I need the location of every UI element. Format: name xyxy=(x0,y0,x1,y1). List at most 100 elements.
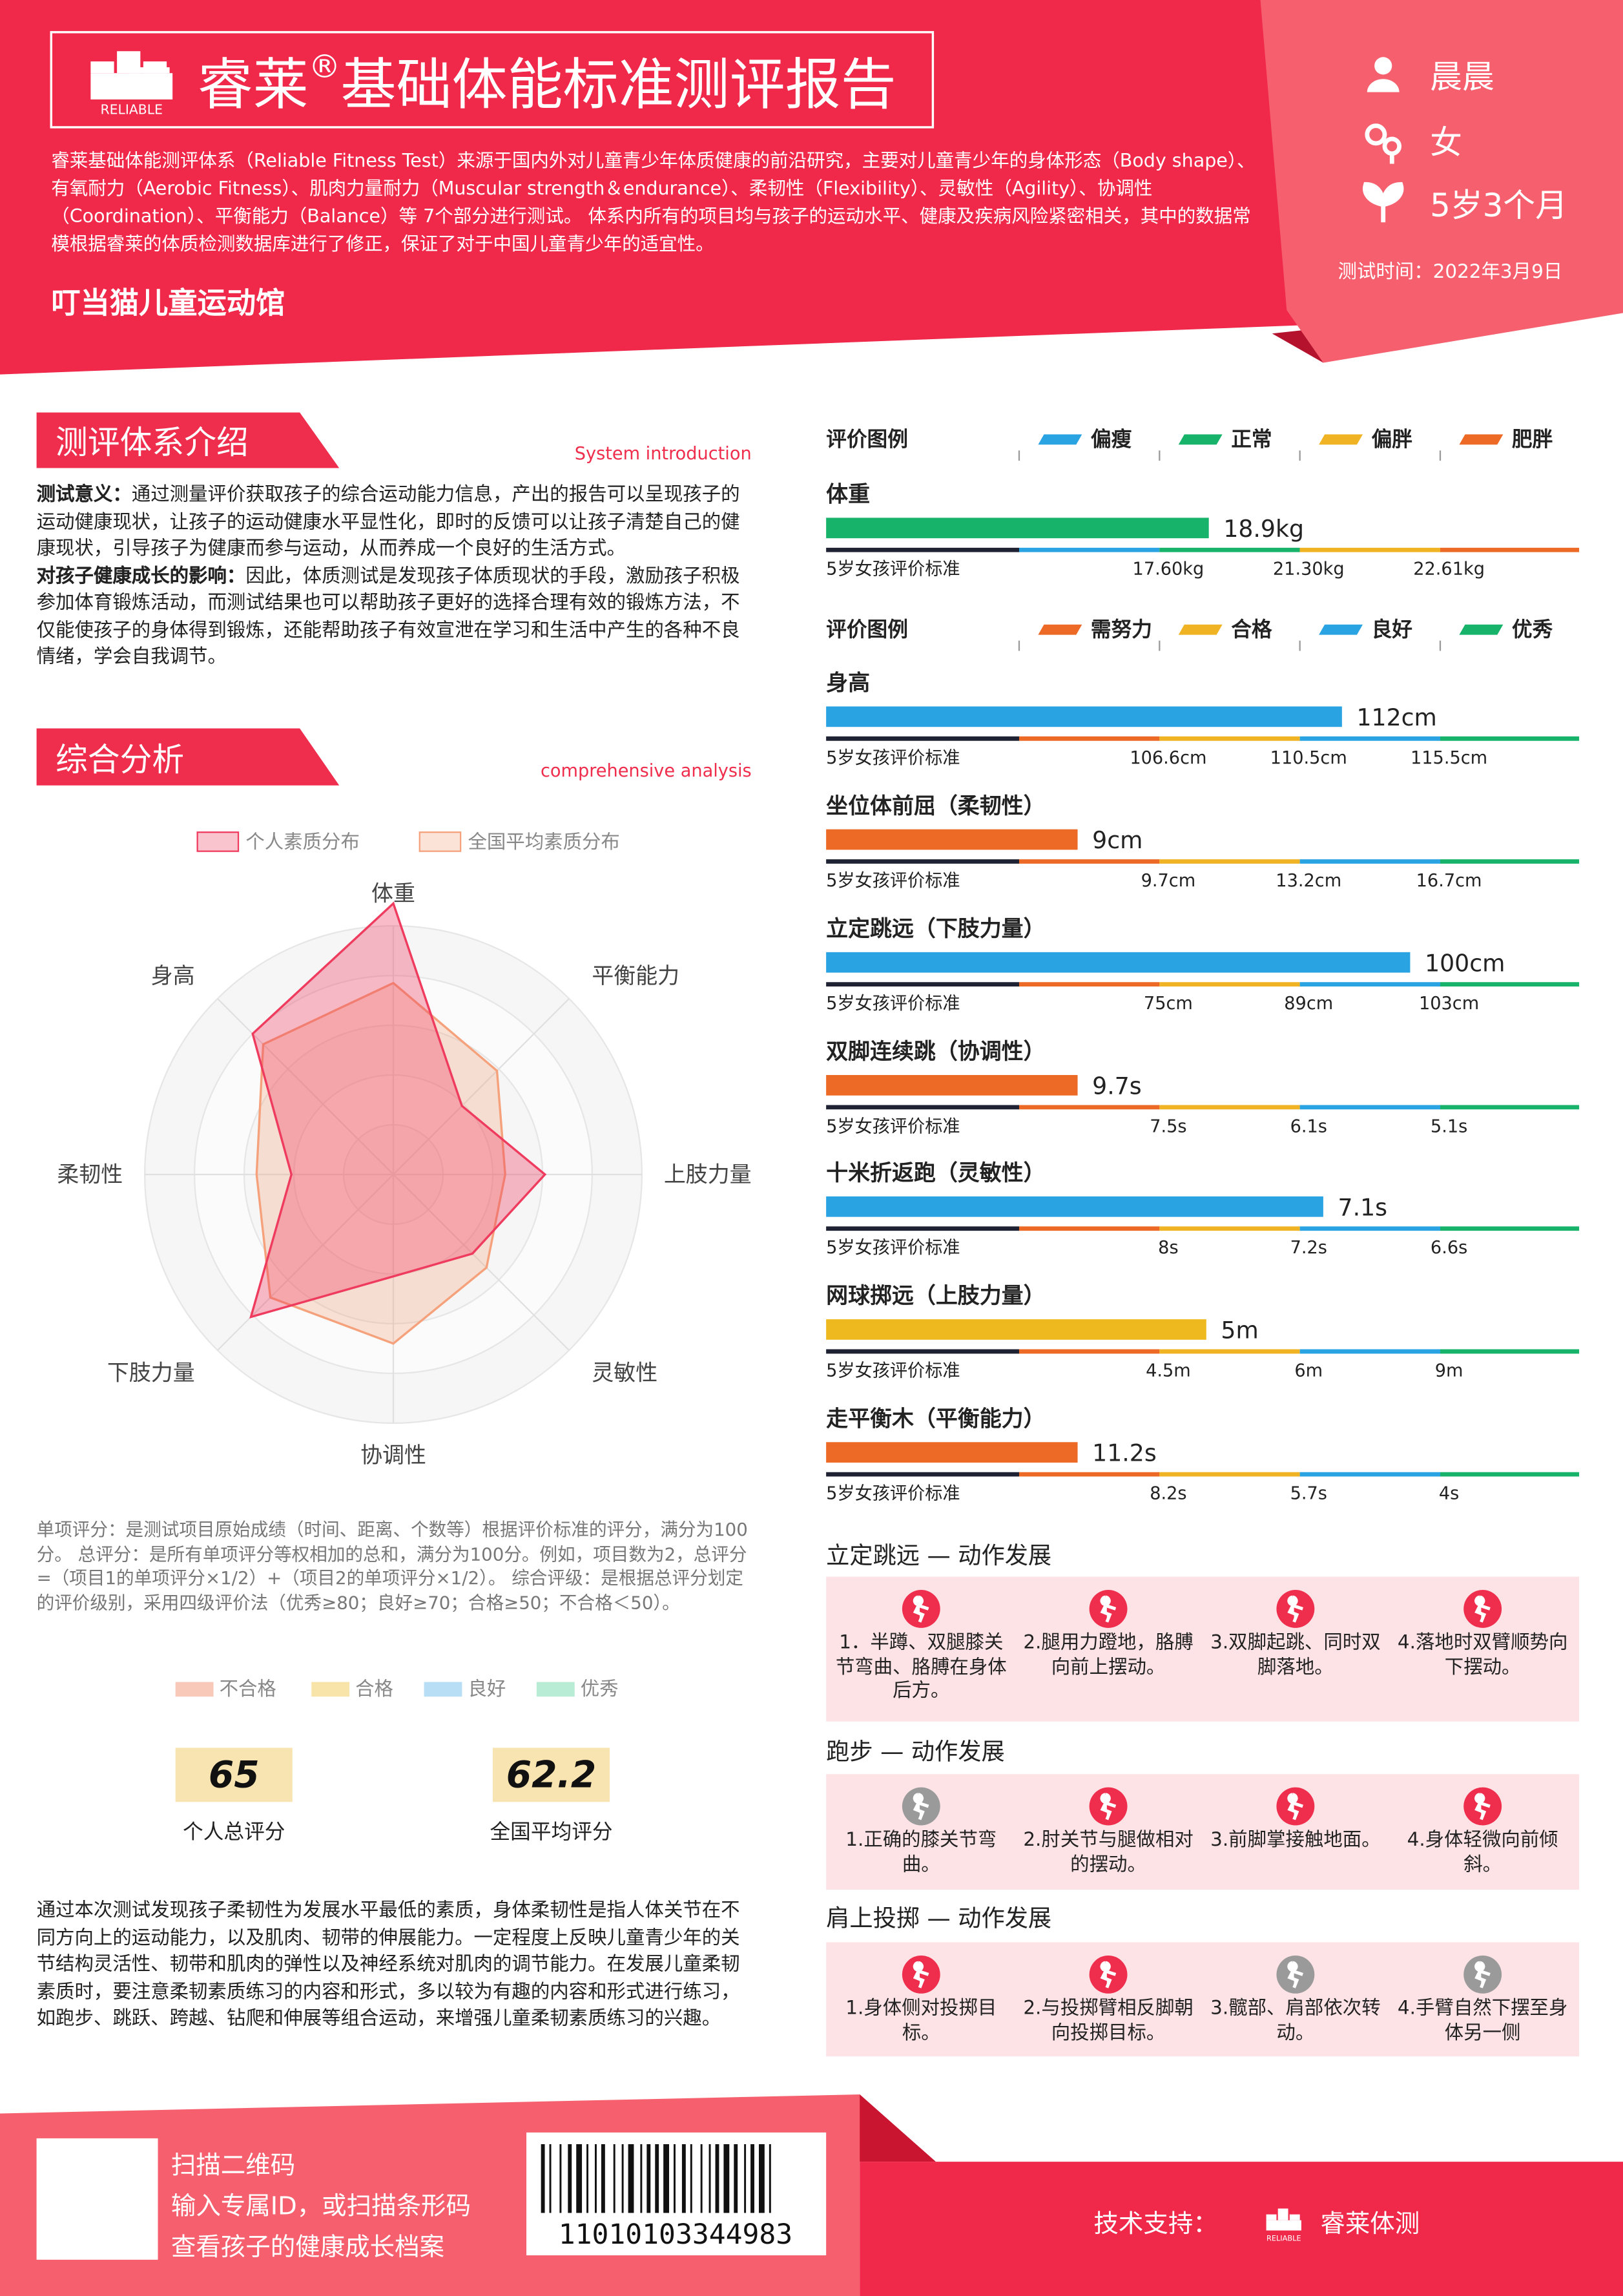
legend-label: 正常 xyxy=(1231,428,1272,452)
threshold-label: 5.1s xyxy=(1431,1116,1467,1136)
motion-box xyxy=(826,1576,1580,1722)
threshold-label: 21.30kg xyxy=(1273,559,1345,579)
metric-name: 坐位体前屈（柔韧性） xyxy=(826,793,1045,819)
intro-paragraph: 睿莱基础体能测评体系（Reliable Fitness Test）来源于国内外对… xyxy=(51,149,1256,255)
section-title: 测评体系介绍 xyxy=(56,424,249,461)
standard-label: 5岁女孩评价标准 xyxy=(826,748,960,768)
legend-label: 肥胖 xyxy=(1512,428,1553,452)
legend-swatch xyxy=(1459,434,1504,445)
small-logo-text: RELIABLE xyxy=(1266,2234,1301,2242)
radar-label: 柔韧性 xyxy=(57,1162,123,1187)
threshold-label: 9.7cm xyxy=(1141,871,1196,891)
footer-bg-right xyxy=(860,2162,1623,2296)
metric-name: 身高 xyxy=(826,671,870,696)
child-name: 晨晨 xyxy=(1430,58,1494,96)
barcode-bar xyxy=(663,2144,669,2213)
motion-figure xyxy=(1474,1595,1491,1623)
standard-label: 5岁女孩评价标准 xyxy=(826,1484,960,1504)
metric-value: 100cm xyxy=(1425,949,1505,977)
motion-step: 4.落地时双臂顺势向下摆动。 xyxy=(1395,1633,1571,1681)
barcode-bar xyxy=(640,2144,643,2213)
motion-step-body: 1.正确的膝关节弯曲。 xyxy=(833,1830,1009,1878)
metric-name: 走平衡木（平衡能力） xyxy=(826,1406,1045,1432)
legend-label: 需努力 xyxy=(1091,618,1152,642)
logo xyxy=(90,51,173,99)
motion-figure xyxy=(1100,1595,1117,1623)
metric-bar xyxy=(826,1196,1323,1217)
metric-bar xyxy=(826,517,1209,539)
motion-step-body: 1．半蹲、双腿膝关节弯曲、胳膊在身体后方。 xyxy=(833,1633,1009,1705)
score-label: 全国平均评分 xyxy=(490,1821,612,1844)
motion-icon xyxy=(902,1589,940,1628)
motion-figure xyxy=(1287,1595,1303,1623)
child-age: 5岁3个月 xyxy=(1430,187,1567,224)
barcode-bar xyxy=(708,2144,711,2213)
metric-name: 十米折返跑（灵敏性） xyxy=(826,1160,1045,1186)
motion-step: 2.与投掷臂相反脚朝向投掷目标。 xyxy=(1023,1998,1194,2044)
radar-label: 上肢力量 xyxy=(664,1162,752,1187)
motion-step-body: 1.身体侧对投掷目标。 xyxy=(833,1998,1009,2047)
threshold-label: 6.6s xyxy=(1431,1238,1467,1258)
threshold-label: 8.2s xyxy=(1150,1484,1186,1504)
threshold-label: 13.2cm xyxy=(1276,871,1341,891)
intro-paragraphs-body: 测试意义：通过测量评价获取孩子的综合运动能力信息，产出的报告可以呈现孩子的运动健… xyxy=(37,483,753,672)
barcode-bar xyxy=(655,2144,659,2213)
motion-step-body: 4.落地时双臂顺势向下摆动。 xyxy=(1395,1633,1571,1681)
section-title: 综合分析 xyxy=(56,741,184,778)
legend-label: 个人素质分布 xyxy=(245,831,360,853)
metric-value: 9.7s xyxy=(1092,1072,1141,1100)
metric-bar xyxy=(826,1075,1078,1096)
threshold-label: 6m xyxy=(1294,1361,1323,1381)
step-text: 4.手臂自然下摆至身体另一侧 xyxy=(1397,1998,1568,2044)
barcode-bar xyxy=(681,2144,686,2213)
radar-label: 下肢力量 xyxy=(107,1361,195,1386)
barcode-bar xyxy=(549,2144,552,2213)
motion-figure xyxy=(1474,1793,1491,1821)
motion-figure xyxy=(913,1793,929,1821)
threshold-label: 7.5s xyxy=(1150,1116,1186,1136)
score-value: 62.2 xyxy=(506,1754,597,1797)
step-text: 1.身体侧对投掷目标。 xyxy=(845,1998,997,2044)
metric-bar xyxy=(826,1319,1206,1340)
barcode-bar xyxy=(758,2144,765,2213)
metric-bar xyxy=(826,829,1078,850)
profile-icons xyxy=(1363,57,1404,223)
threshold-label: 8s xyxy=(1158,1238,1178,1258)
venue: 叮当猫儿童运动馆 xyxy=(51,286,285,320)
metric-name: 体重 xyxy=(826,482,870,508)
intro-text: 睿莱基础体能测评体系（Reliable Fitness Test）来源于国内外对… xyxy=(51,149,1256,255)
motion-step-body: 2.肘关节与腿做相对的摆动。 xyxy=(1020,1830,1196,1878)
motion-step: 1．半蹲、双腿膝关节弯曲、胳膊在身体后方。 xyxy=(833,1633,1009,1705)
standard-label: 5岁女孩评价标准 xyxy=(826,994,960,1014)
score-note: 单项评分：是测试项目原始成绩（时间、距离、个数等）根据评价标准的评分，满分为10… xyxy=(37,1519,748,1612)
paragraph-text: 因此，体质测试是发现孩子体质现状的手段，激励孩子积极参加体育锻炼活动，而测试结果… xyxy=(36,565,740,669)
motion-figure xyxy=(913,1961,929,1988)
footer-fold xyxy=(860,2094,936,2162)
threshold-label: 9m xyxy=(1435,1361,1463,1381)
motion-icon xyxy=(902,1787,940,1826)
threshold-label: 110.5cm xyxy=(1270,748,1347,768)
score-box xyxy=(175,1748,293,1802)
standard-label: 5岁女孩评价标准 xyxy=(826,1238,960,1258)
child-gender: 女 xyxy=(1430,124,1462,162)
support-name: 睿莱体测 xyxy=(1320,2209,1420,2239)
motion-figure xyxy=(913,1595,929,1623)
legend-label: 偏瘦 xyxy=(1091,428,1132,452)
metric-value: 112cm xyxy=(1357,704,1437,731)
barcode-number: 11010103344983 xyxy=(559,2218,792,2251)
score-box xyxy=(492,1748,610,1802)
motion-title: 肩上投掷 — 动作发展 xyxy=(826,1905,1051,1932)
barcode-bar xyxy=(568,2144,572,2213)
qr-line: 输入专属ID，或扫描条形码 xyxy=(171,2192,471,2221)
title-reg: ® xyxy=(309,48,341,85)
threshold-label: 5.7s xyxy=(1290,1484,1327,1504)
motion-icon xyxy=(1463,1787,1502,1826)
motion-figure xyxy=(1287,1961,1303,1988)
motion-icon xyxy=(1089,1589,1128,1628)
grade-swatch xyxy=(175,1682,214,1697)
barcode-bar xyxy=(628,2144,634,2213)
intro-paragraphs: 测试意义：通过测量评价获取孩子的综合运动能力信息，产出的报告可以呈现孩子的运动健… xyxy=(37,483,753,672)
motion-step: 1.身体侧对投掷目标。 xyxy=(833,1998,1009,2047)
barcode-bar xyxy=(723,2144,730,2213)
